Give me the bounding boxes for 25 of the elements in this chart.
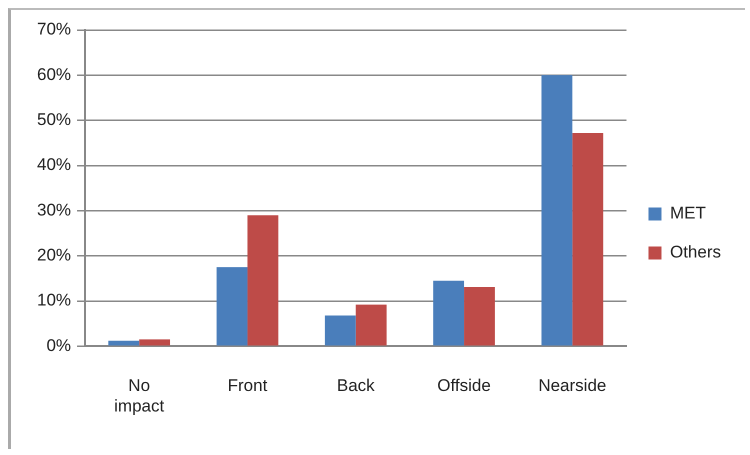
bar [139, 339, 170, 346]
y-tick-label: 50% [36, 110, 72, 130]
bar [356, 304, 387, 346]
legend-label: MET [670, 204, 706, 223]
x-tick-label: Offside [437, 376, 491, 396]
y-tick-label: 70% [36, 20, 72, 39]
y-tick-label: 30% [36, 200, 72, 220]
bar [247, 215, 278, 346]
y-tick-label: 10% [36, 290, 72, 310]
bar [541, 75, 572, 346]
y-tick-label: 40% [36, 155, 72, 174]
x-tick-label: Front [228, 376, 268, 396]
x-tick-label: Back [336, 376, 376, 396]
legend-label: Others [670, 242, 722, 262]
y-tick-label: 0% [46, 336, 72, 355]
bar [216, 267, 248, 346]
x-tick-label: Nearside [538, 376, 606, 396]
bar [108, 340, 140, 346]
bar [572, 132, 604, 346]
bar [324, 315, 356, 346]
y-tick-label: 20% [36, 246, 72, 265]
bar [464, 287, 495, 346]
x-tick-label: No impact [114, 376, 164, 416]
bar [433, 280, 464, 346]
y-tick-label: 60% [36, 64, 72, 84]
